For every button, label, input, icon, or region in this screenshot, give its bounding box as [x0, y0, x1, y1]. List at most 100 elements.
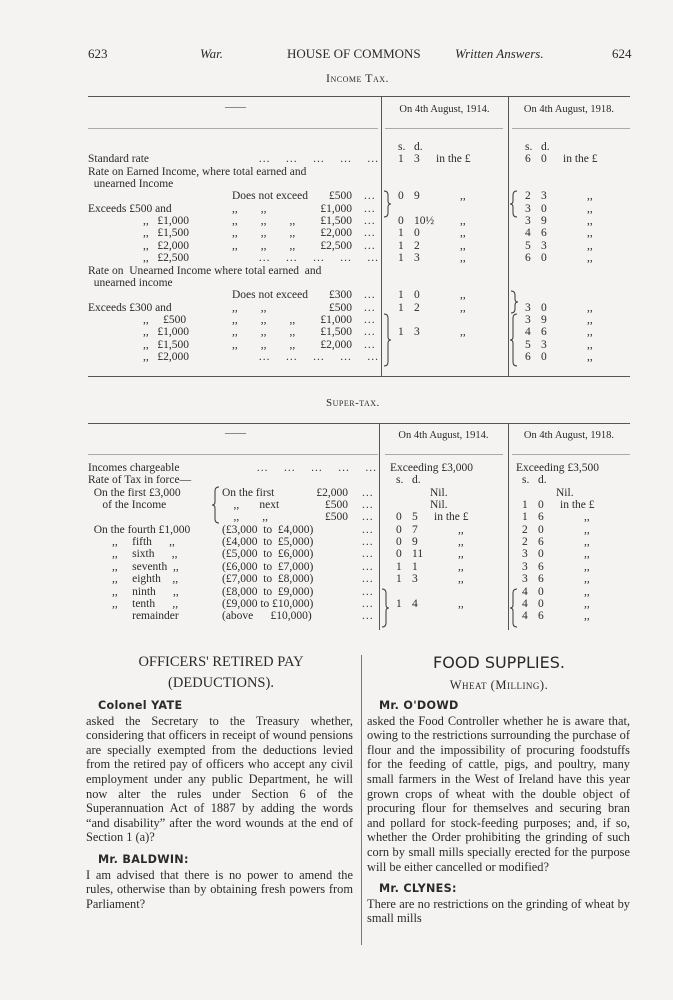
table-row: ,, £500 ,, ,, ,, £1,000... 3 9,, — [0, 314, 673, 326]
row-condition: ,, ,, ,, — [232, 239, 296, 252]
rate-suffix: ,, — [584, 573, 590, 586]
rate-suffix: Nil. — [556, 486, 574, 499]
shillings-value: Exceeding £3,000 — [390, 462, 474, 474]
rate-suffix: in the £ — [436, 153, 471, 166]
leader-dots: ... — [364, 227, 376, 240]
rate-suffix: ,, — [587, 215, 593, 228]
pence-value: 11 — [412, 548, 424, 561]
rate-suffix: in the £ — [563, 153, 598, 166]
row-amount: £1,500 — [320, 215, 352, 228]
row-range: (above £10,000) — [222, 610, 312, 623]
right-brace-icon — [383, 190, 392, 218]
table-rule — [88, 96, 630, 97]
table-row: ,, £2,000 ,, ,, ,, £2,500... 1 2,, 5 3,, — [0, 240, 673, 252]
table-row: On the first £3,000 On the first £2,000...… — [0, 487, 673, 499]
pence-value: d. — [414, 141, 423, 153]
right-article-title: FOOD SUPPLIES. — [433, 653, 565, 672]
rate-suffix: in the £ — [560, 499, 595, 512]
leader-dots: ... — [364, 215, 376, 228]
section-label-left: War. — [200, 46, 224, 61]
row-label: unearned Income — [88, 178, 174, 191]
pence-value: 5 — [412, 511, 418, 524]
row-label: ,, tenth ,, — [112, 597, 179, 610]
row-range: (£7,000 to £8,000) — [222, 573, 314, 586]
rate-suffix: ,, — [458, 548, 464, 561]
pence-value: 0 — [541, 153, 547, 166]
leader-dots: ... — [362, 585, 374, 598]
answer-paragraph: Mr. CLYNES: There are no restrictions on… — [367, 882, 630, 926]
row-label: Incomes chargeable — [88, 462, 180, 474]
shillings-value: 3 — [522, 573, 528, 586]
row-label: ,, £1,000 — [143, 326, 189, 339]
row-label: Exceeds £300 and — [88, 301, 172, 314]
right-article-subtitle: Wheat (Milling). — [449, 678, 549, 692]
row-label: ,, £2,500 — [143, 252, 189, 265]
paragraph-text: I am advised that there is no power to a… — [86, 867, 353, 911]
pence-value: 10½ — [414, 215, 435, 228]
row-label: ,, £500 — [143, 313, 187, 326]
left-brace-icon — [509, 313, 518, 367]
rate-suffix: ,, — [587, 350, 593, 363]
leader-dots: ... — [364, 301, 376, 314]
shillings-value: 3 — [525, 313, 531, 326]
income-tax-col0-header: —— — [225, 102, 246, 113]
table-row: ,, sixth ,, (£5,000 to £6,000)... 0 11,, 3 0,… — [0, 548, 673, 560]
pence-value: d. — [412, 474, 421, 487]
leader-dots: ... — [362, 499, 374, 512]
row-label: On the first £3,000 — [88, 486, 181, 499]
rate-suffix: ,, — [587, 239, 593, 252]
shillings-value: 3 — [522, 548, 528, 561]
row-label: Standard rate — [88, 153, 149, 166]
table-row: Standard rate ... ... ... ... ... 1 3 in the… — [0, 153, 673, 165]
pence-value: 0 — [538, 523, 544, 536]
rate-suffix: ,, — [460, 326, 466, 339]
rate-suffix: ,, — [587, 190, 593, 203]
speaker-name: Mr. CLYNES: — [379, 882, 457, 896]
row-label: ,, £1,000 — [143, 215, 189, 228]
left-brace-icon — [211, 486, 220, 524]
leader-dots: ... — [362, 486, 374, 499]
pence-value: 0 — [538, 585, 544, 598]
shillings-value: s. — [398, 141, 406, 153]
rate-suffix: ,, — [460, 301, 466, 314]
shillings-value: 6 — [525, 153, 531, 166]
row-range: (£9,000 to £10,000) — [222, 597, 314, 610]
table-rule — [512, 128, 630, 129]
pence-value: 3 — [412, 573, 418, 586]
shillings-value: 0 — [398, 190, 404, 203]
shillings-value: s. — [522, 474, 530, 487]
rate-suffix: ,, — [584, 511, 590, 524]
row-range: On the first — [222, 486, 275, 499]
rate-suffix: ,, — [460, 289, 466, 302]
shillings-value: 4 — [522, 610, 528, 623]
row-condition: ,, ,, ,, — [232, 326, 296, 339]
row-amount: £500 — [329, 190, 352, 203]
rate-suffix: ,, — [460, 227, 466, 240]
pence-value: 3 — [414, 153, 420, 166]
rate-suffix: in the £ — [434, 511, 469, 524]
table-row: Rate of Tax in force— s. d. s. d. — [0, 474, 673, 486]
section-label-right: Written Answers. — [455, 46, 544, 61]
pence-value: 6 — [541, 227, 547, 240]
table-row: Exceeds £300 and ,, ,, £500... 1 2,, 3 0,, — [0, 302, 673, 314]
pence-value: d. — [541, 141, 550, 153]
shillings-value: 1 — [398, 301, 404, 314]
rate-suffix: Nil. — [430, 499, 448, 512]
table-row: On the fourth £1,000 (£3,000 to £4,000)..… — [0, 524, 673, 536]
shillings-value: 3 — [525, 215, 531, 228]
row-range: (£5,000 to £6,000) — [222, 548, 314, 561]
table-rule — [88, 376, 630, 377]
rate-suffix: ,, — [584, 536, 590, 549]
right-brace-icon — [383, 313, 392, 367]
table-row: Incomes chargeable ... ... ... ... ... Exc… — [0, 462, 673, 474]
shillings-value: 3 — [525, 301, 531, 314]
shillings-value: 1 — [396, 597, 402, 610]
leader-dots: ... — [364, 190, 376, 203]
shillings-value: 1 — [398, 153, 404, 166]
column-divider — [381, 96, 382, 376]
row-condition: ,, ,, — [232, 301, 267, 314]
table-rule — [88, 128, 378, 129]
leader-dots: ... ... ... ... ... — [258, 252, 379, 265]
row-condition: ,, ,, ,, — [232, 338, 296, 351]
super-tax-col0-header: —— — [225, 428, 246, 439]
